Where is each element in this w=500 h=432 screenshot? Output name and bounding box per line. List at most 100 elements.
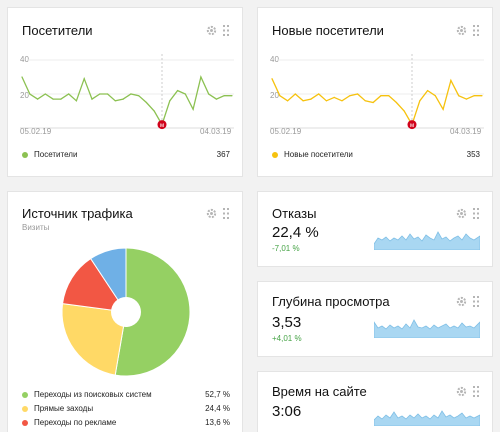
- legend-item[interactable]: Посетители: [22, 150, 77, 159]
- legend-dot: [22, 405, 28, 412]
- gear-icon[interactable]: [206, 208, 217, 219]
- pie-slice: [114, 247, 191, 377]
- x-tick-start: 05.02.19: [270, 127, 302, 136]
- data-point: [372, 101, 374, 104]
- x-tick-start: 05.02.19: [20, 127, 52, 136]
- drag-handle-icon[interactable]: [473, 386, 479, 397]
- metric-delta: +4,01 %: [272, 334, 302, 343]
- data-point: [75, 100, 78, 102]
- data-point: [52, 98, 54, 100]
- data-point: [192, 108, 194, 110]
- card-title: Отказы: [272, 206, 317, 221]
- data-point: [481, 95, 483, 97]
- legend-item[interactable]: Прямые заходы: [22, 404, 93, 413]
- gear-icon[interactable]: [206, 25, 217, 36]
- y-tick-mid: 20: [270, 91, 279, 100]
- new-visitors-card: Новые посетители 40 20 м 05.02.19 04.03.…: [258, 8, 492, 176]
- visitors-line-chart: м: [20, 54, 234, 130]
- metric-value: 3:06: [272, 403, 302, 420]
- data-point: [114, 100, 116, 102]
- data-point: [380, 95, 382, 97]
- data-point: [271, 78, 273, 80]
- data-point: [130, 93, 132, 95]
- legend-dot: [22, 391, 28, 398]
- data-point: [106, 93, 109, 95]
- time-sparkline: [374, 410, 480, 426]
- data-point: [434, 95, 436, 97]
- data-point: [200, 76, 202, 78]
- data-point: [325, 100, 328, 102]
- x-tick-end: 04.03.19: [450, 127, 482, 136]
- card-controls: [456, 296, 479, 307]
- data-point: [465, 98, 468, 100]
- holiday-marker-icon: [407, 120, 417, 130]
- traffic-source-card: Источник трафика Визиты Переходы из поис…: [8, 192, 242, 432]
- legend-item[interactable]: Переходы из поисковых систем: [22, 390, 152, 399]
- data-point: [286, 100, 289, 102]
- y-tick-top: 40: [20, 55, 29, 64]
- card-title: Источник трафика: [22, 206, 133, 221]
- data-point: [403, 110, 405, 112]
- data-point: [356, 93, 359, 95]
- legend-label: Посетители: [34, 150, 78, 159]
- data-point: [341, 100, 343, 102]
- bounces-sparkline: [374, 231, 480, 250]
- data-point: [223, 95, 225, 97]
- data-point: [310, 98, 312, 100]
- data-point: [122, 98, 124, 100]
- data-point: [395, 101, 398, 104]
- series-line: [271, 78, 482, 127]
- card-controls: [456, 25, 479, 36]
- data-point: [333, 96, 335, 98]
- data-point: [91, 98, 93, 100]
- drag-handle-icon[interactable]: [223, 208, 229, 219]
- holiday-marker-label: м: [410, 123, 414, 129]
- drag-handle-icon[interactable]: [473, 208, 479, 219]
- card-controls: [456, 386, 479, 397]
- card-title: Глубина просмотра: [272, 294, 390, 309]
- gear-icon[interactable]: [456, 386, 467, 397]
- legend-dot: [272, 151, 278, 158]
- data-point: [21, 76, 23, 78]
- data-point: [442, 108, 444, 110]
- card-title: Новые посетители: [272, 23, 384, 38]
- metric-value: 3,53: [272, 314, 302, 331]
- legend-value: 24,4 %: [205, 404, 230, 413]
- data-point: [388, 95, 390, 97]
- data-point: [279, 95, 281, 97]
- data-point: [176, 90, 179, 92]
- legend-item[interactable]: Новые посетители: [272, 150, 353, 159]
- card-controls: [206, 208, 229, 219]
- data-point: [419, 100, 421, 102]
- data-point: [450, 79, 452, 81]
- drag-handle-icon[interactable]: [473, 25, 479, 36]
- data-point: [231, 95, 233, 97]
- data-point: [184, 93, 186, 95]
- gear-icon[interactable]: [456, 208, 467, 219]
- data-point: [36, 98, 39, 100]
- drag-handle-icon[interactable]: [473, 296, 479, 307]
- visitors-card: Посетители 40 20 м 05.02.19 04.03.19 Пос…: [8, 8, 242, 176]
- data-point: [169, 100, 171, 102]
- legend-dot: [22, 151, 28, 158]
- y-tick-top: 40: [270, 55, 279, 64]
- holiday-marker-icon: [157, 120, 167, 130]
- x-tick-end: 04.03.19: [200, 127, 232, 136]
- data-point: [215, 98, 218, 100]
- data-point: [458, 95, 460, 97]
- data-point: [302, 100, 304, 102]
- pie-hole: [111, 297, 141, 327]
- drag-handle-icon[interactable]: [223, 25, 229, 36]
- pie-slice: [61, 303, 127, 376]
- data-point: [145, 101, 148, 104]
- legend-value: 52,7 %: [205, 390, 230, 399]
- new-visitors-line-chart: м: [270, 54, 484, 130]
- data-point: [29, 93, 31, 95]
- card-title: Время на сайте: [272, 384, 367, 399]
- depth-sparkline: [374, 319, 480, 338]
- metric-value: 22,4 %: [272, 224, 319, 241]
- gear-icon[interactable]: [456, 25, 467, 36]
- gear-icon[interactable]: [456, 296, 467, 307]
- legend-label: Новые посетители: [284, 150, 353, 159]
- bounces-card: Отказы 22,4 % -7,01 %: [258, 192, 492, 266]
